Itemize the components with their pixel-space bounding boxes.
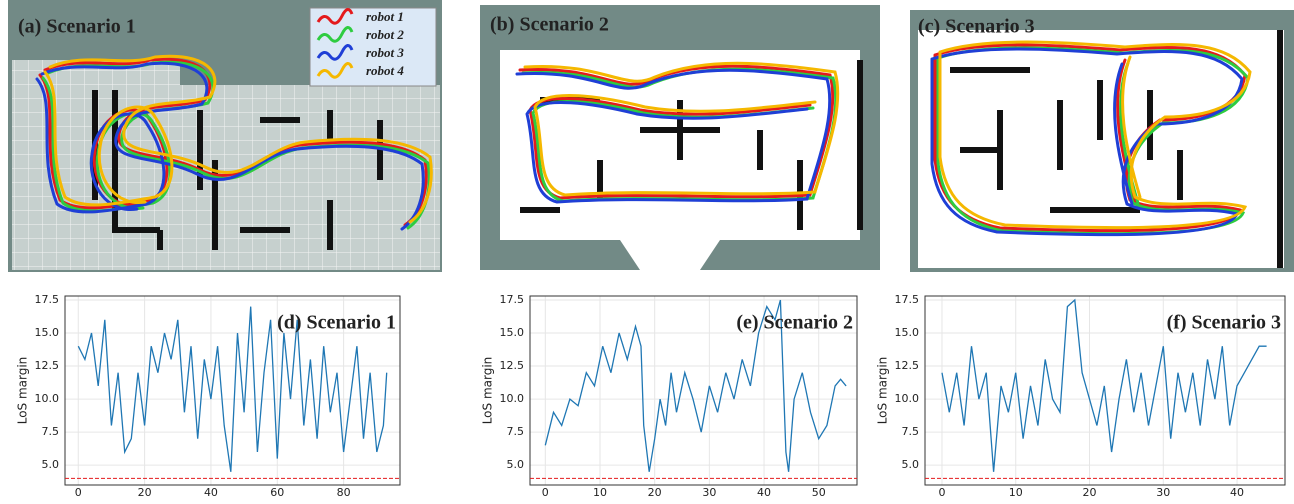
- y-tick-label: 15.0: [500, 326, 525, 339]
- legend-label: robot 1: [366, 9, 404, 24]
- y-tick-label: 10.0: [500, 392, 525, 405]
- page: (a) Scenario 1 robot 1 robot 2 robot 3 robo…: [0, 0, 1294, 504]
- x-tick-label: 20: [138, 486, 152, 499]
- y-tick-label: 10.0: [895, 392, 920, 405]
- x-tick-label: 10: [1009, 486, 1023, 499]
- y-tick-label: 12.5: [35, 359, 60, 372]
- y-tick-label: 5.0: [42, 458, 60, 471]
- legend-label: robot 2: [366, 27, 404, 42]
- legend-label: robot 3: [366, 45, 404, 60]
- x-tick-label: 30: [702, 486, 716, 499]
- x-tick-label: 30: [1156, 486, 1170, 499]
- map-title: (a) Scenario 1: [18, 16, 136, 38]
- y-tick-label: 12.5: [500, 359, 525, 372]
- figure: (a) Scenario 1 robot 1 robot 2 robot 3 robo…: [0, 0, 1294, 500]
- y-tick-label: 15.0: [35, 326, 60, 339]
- y-tick-label: 10.0: [35, 392, 60, 405]
- map-b: (b) Scenario 2: [480, 5, 880, 270]
- y-tick-label: 7.5: [902, 425, 920, 438]
- y-axis-label: LoS margin: [876, 357, 890, 425]
- x-tick-label: 0: [542, 486, 549, 499]
- y-tick-label: 17.5: [35, 293, 60, 306]
- x-tick-label: 40: [1230, 486, 1244, 499]
- y-tick-label: 7.5: [507, 425, 525, 438]
- y-tick-label: 12.5: [895, 359, 920, 372]
- map-title: (b) Scenario 2: [490, 14, 609, 36]
- x-tick-label: 50: [812, 486, 826, 499]
- x-tick-label: 20: [1083, 486, 1097, 499]
- y-tick-label: 7.5: [42, 425, 60, 438]
- x-tick-label: 0: [75, 486, 82, 499]
- y-tick-label: 5.0: [507, 458, 525, 471]
- x-tick-label: 0: [938, 486, 945, 499]
- y-tick-label: 17.5: [500, 293, 525, 306]
- y-axis-label: LoS margin: [16, 357, 30, 425]
- x-tick-label: 40: [757, 486, 771, 499]
- x-tick-label: 60: [270, 486, 284, 499]
- legend-label: robot 4: [366, 63, 404, 78]
- chart-title: (d) Scenario 1: [277, 312, 396, 334]
- x-tick-label: 80: [337, 486, 351, 499]
- chart-title: (e) Scenario 2: [736, 312, 853, 334]
- chart-title: (f) Scenario 3: [1167, 312, 1281, 334]
- map-title: (c) Scenario 3: [918, 16, 1035, 38]
- x-tick-label: 20: [648, 486, 662, 499]
- y-tick-label: 17.5: [895, 293, 920, 306]
- y-tick-label: 15.0: [895, 326, 920, 339]
- x-tick-label: 40: [204, 486, 218, 499]
- map-c: (c) Scenario 3: [910, 10, 1294, 272]
- map-a: (a) Scenario 1 robot 1 robot 2 robot 3 robo…: [8, 0, 442, 272]
- y-tick-label: 5.0: [902, 458, 920, 471]
- y-axis-label: LoS margin: [481, 357, 495, 425]
- x-tick-label: 10: [593, 486, 607, 499]
